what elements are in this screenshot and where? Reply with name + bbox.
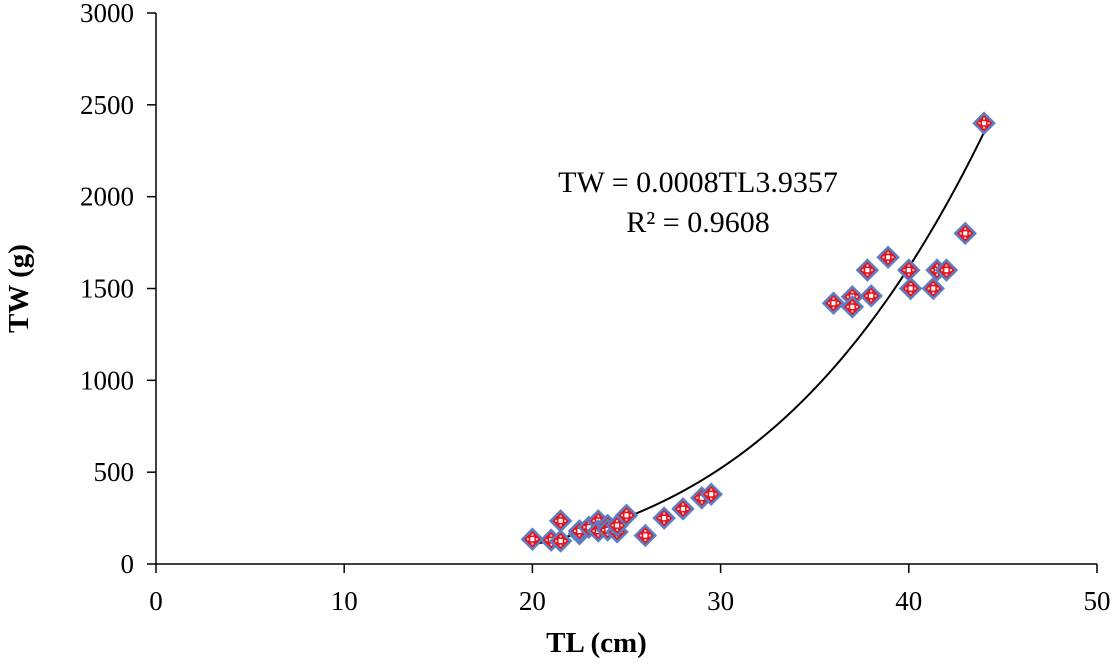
r-squared-label: R² = 0.9608 — [626, 206, 769, 239]
data-point — [953, 221, 978, 246]
data-point — [652, 506, 676, 530]
x-tick-label: 50 — [1084, 586, 1111, 616]
data-point — [520, 527, 545, 551]
data-point — [633, 523, 658, 548]
data-point — [699, 482, 723, 506]
x-axis-title: TL (cm) — [546, 627, 647, 659]
y-tick-label: 1500 — [80, 274, 134, 304]
y-tick-label: 2000 — [80, 182, 134, 212]
y-tick-label: 500 — [94, 457, 135, 487]
x-tick-label: 10 — [331, 586, 358, 616]
data-point — [855, 258, 880, 282]
y-tick-label: 3000 — [80, 0, 134, 28]
data-point — [972, 111, 996, 135]
x-ticks: 0 10 20 30 40 50 — [149, 564, 1111, 616]
y-ticks: 0 500 1000 1500 2000 2500 3000 — [80, 0, 156, 579]
x-tick-label: 30 — [707, 586, 734, 616]
data-point — [876, 245, 900, 270]
x-tick-label: 0 — [149, 586, 163, 616]
data-point — [898, 276, 923, 301]
data-points-layer — [520, 111, 996, 553]
y-axis-title: TW (g) — [3, 244, 35, 333]
data-point — [859, 284, 883, 308]
data-point — [840, 295, 865, 319]
data-point — [921, 276, 946, 301]
trendline-equation: TW = 0.0008TL3.9357 — [558, 166, 838, 199]
axes-layer — [155, 13, 1097, 565]
x-tick-label: 20 — [519, 586, 546, 616]
data-point — [548, 529, 573, 553]
data-point — [614, 503, 639, 528]
y-tick-label: 1000 — [80, 365, 134, 395]
y-tick-label: 2500 — [80, 90, 134, 120]
data-point — [671, 497, 695, 521]
data-point — [548, 509, 573, 533]
data-point — [821, 291, 846, 315]
y-tick-label: 0 — [121, 549, 135, 579]
x-tick-label: 40 — [895, 586, 922, 616]
data-point — [934, 258, 959, 282]
